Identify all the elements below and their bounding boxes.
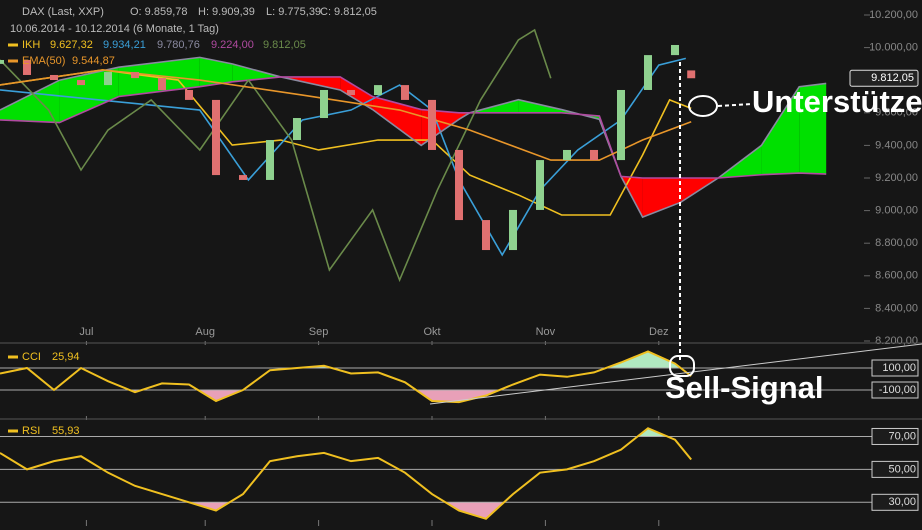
y-tick-label: 100,00: [882, 362, 916, 374]
candle: [590, 149, 598, 161]
x-tick-label: Aug: [195, 326, 215, 338]
indicator-area: [0, 502, 692, 519]
cloud: [642, 178, 681, 218]
candle: [0, 59, 4, 64]
y-tick-label: 30,00: [888, 496, 916, 508]
indicator-label: RSI: [22, 425, 40, 437]
cloud: [0, 80, 60, 123]
indicator-area: [0, 351, 692, 368]
indicator-value: 25,94: [52, 351, 80, 363]
cloud: [340, 76, 373, 110]
annotation: Sell-Signal: [665, 370, 823, 405]
candle: [104, 72, 112, 86]
x-tick-label: Dez: [649, 326, 669, 338]
tick-box: [871, 427, 919, 445]
y-tick-label: 8.600,00: [875, 270, 918, 282]
y-tick-label: 8.200,00: [875, 335, 918, 347]
cloud: [199, 57, 233, 87]
candle: [617, 89, 625, 161]
indicator-label: CCI: [22, 351, 41, 363]
x-tick-label: Okt: [423, 326, 440, 338]
indicator-area: [637, 428, 668, 437]
candle: [23, 59, 31, 75]
trend-line: [429, 343, 922, 405]
indicator-line: [0, 350, 692, 404]
y-tick-label: -100,00: [879, 384, 916, 396]
candle: [374, 85, 382, 96]
candle: [50, 74, 58, 81]
legend-value: 9.812,05: [263, 39, 306, 51]
y-tick-label: 50,00: [888, 463, 916, 475]
candle: [536, 160, 544, 210]
candle: [644, 55, 652, 90]
price-tag-label: 9.812,05: [871, 72, 914, 84]
legend-entry: EMA(50): [22, 55, 65, 67]
indicator-value: 55,93: [52, 425, 80, 437]
ohlc: O: 9.859,78: [130, 6, 188, 18]
candle: [509, 209, 517, 251]
ikh-label: IKH: [22, 39, 40, 51]
signal-marker: [669, 355, 695, 377]
candle: [687, 70, 696, 79]
candle: [671, 44, 679, 56]
candle: [401, 85, 409, 100]
cloud: [761, 86, 800, 175]
annotation: Unterstützen: [752, 84, 922, 119]
support-line: [717, 103, 753, 107]
candle: [266, 140, 274, 180]
signal-marker: [688, 95, 718, 117]
tick-box: [871, 460, 919, 478]
y-tick-label: 9.000,00: [875, 205, 918, 217]
ikh-line: [0, 76, 827, 179]
y-tick-label: 70,00: [888, 430, 916, 442]
indicator-area: [0, 390, 692, 403]
candle: [239, 175, 247, 180]
y-tick-label: 9.200,00: [875, 172, 918, 184]
tick-box: [871, 359, 919, 377]
candle: [293, 118, 301, 141]
x-tick-label: Nov: [536, 326, 556, 338]
ikh-line: [0, 57, 686, 257]
price-tag: [849, 69, 919, 87]
candle: [185, 89, 193, 100]
candle: [77, 80, 85, 86]
candle: [482, 220, 490, 251]
ohlc: L: 9.775,39: [266, 6, 321, 18]
candle: [455, 149, 463, 221]
cloud: [232, 63, 281, 82]
candle: [158, 78, 166, 90]
candle: [131, 72, 139, 79]
tick-box: [871, 493, 919, 511]
y-tick-label: 9.400,00: [875, 139, 918, 151]
cloud: [59, 67, 119, 123]
candle: [320, 89, 328, 119]
candle: [563, 149, 571, 161]
tick-box: [871, 381, 919, 399]
instrument: DAX (Last, XXP): [22, 6, 104, 18]
candle: [347, 89, 355, 96]
candle: [212, 99, 220, 176]
y-tick-label: 10.200,00: [869, 9, 918, 21]
legend-value: 9.627,32: [50, 39, 93, 51]
cloud: [799, 83, 827, 175]
x-tick-label: Sep: [309, 326, 329, 338]
legend-value: 9.224,00: [211, 39, 254, 51]
ohlc: C: 9.812,05: [320, 6, 377, 18]
legend-value: 9.544,87: [72, 55, 115, 67]
period: 10.06.2014 - 10.12.2014 (6 Monate, 1 Tag…: [10, 23, 219, 35]
candle: [428, 99, 436, 150]
ikh-line: [0, 28, 552, 283]
y-tick-label: 10.000,00: [869, 42, 918, 54]
x-tick-label: Jul: [79, 326, 93, 338]
legend-value: 9.780,76: [157, 39, 200, 51]
y-tick-label: 9.600,00: [875, 107, 918, 119]
ohlc: H: 9.909,39: [198, 6, 255, 18]
y-tick-label: 8.800,00: [875, 237, 918, 249]
legend-value: 9.934,21: [103, 39, 146, 51]
y-tick-label: 8.400,00: [875, 302, 918, 314]
cloud: [372, 96, 422, 146]
indicator-line: [0, 427, 692, 520]
